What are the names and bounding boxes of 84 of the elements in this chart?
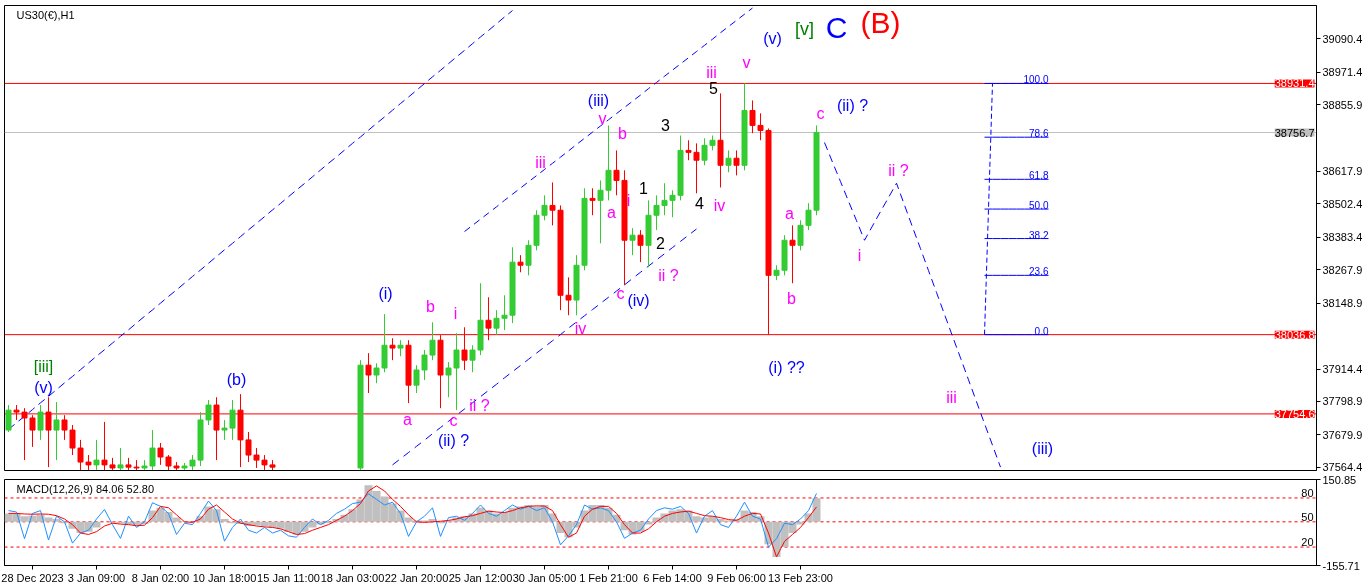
y-tick-label: 38502.4	[1322, 197, 1363, 210]
x-tick-label: 18 Jan 03:00	[320, 571, 385, 584]
series-label: 50.0	[1029, 200, 1049, 212]
annotation: (iii)	[1031, 440, 1054, 457]
annotation: iv	[574, 320, 587, 337]
annotation: (ii) ?	[437, 432, 470, 449]
x-tick-label: 9 Feb 06:00	[707, 571, 766, 584]
x-tick-label: 10 Jan 18:00	[192, 571, 257, 584]
annotation: 5	[709, 79, 719, 97]
annotation: iii	[535, 154, 546, 171]
annotation: 4	[695, 194, 705, 212]
y-tick-label: 39090.4	[1322, 32, 1363, 45]
series-label: 78.6	[1029, 128, 1049, 140]
chart-title: MACD(12,26,9) 84.06 52.80	[16, 482, 155, 495]
annotation: i	[453, 305, 458, 322]
y-tick-label: 38617.9	[1322, 165, 1363, 178]
annotation: i	[626, 192, 631, 209]
y-tick-label: 38383.4	[1322, 231, 1363, 244]
annotation: iii	[706, 64, 717, 81]
annotation: iii	[946, 389, 957, 406]
ref-line-label: 38931.4	[1274, 77, 1315, 90]
annotation: 80	[1301, 486, 1314, 499]
x-tick-label: 13 Feb 23:00	[768, 571, 833, 584]
series-label: 61.8	[1029, 170, 1049, 182]
ref-line-label: 37754.6	[1274, 407, 1315, 420]
annotation: (b)	[226, 371, 247, 388]
x-tick-label: 22 Jan 20:00	[384, 571, 449, 584]
series-label: 100.0	[1023, 74, 1049, 86]
x-tick-label: 8 Jan 02:00	[131, 571, 190, 584]
annotation: 2	[656, 234, 666, 252]
y-tick-label: 38855.9	[1322, 98, 1363, 111]
annotation: c	[449, 412, 458, 429]
annotation: (iii)	[587, 92, 610, 109]
annotation: (ii) ?	[836, 97, 869, 114]
annotation: 20	[1301, 536, 1314, 549]
y-tick-label: 150.85	[1322, 473, 1357, 486]
annotation: (B)	[860, 6, 901, 39]
annotation: v	[598, 110, 607, 127]
annotation: C	[825, 11, 848, 44]
y-tick-label: 38267.9	[1322, 263, 1363, 276]
annotation: (i) ??	[768, 359, 805, 376]
series-label: 38.2	[1029, 229, 1049, 241]
y-tick-label: 38971.4	[1322, 66, 1363, 79]
annotation: a	[403, 411, 413, 428]
annotation: c	[616, 285, 625, 302]
annotation: (iv)	[627, 292, 650, 309]
annotation: 1	[639, 179, 649, 197]
x-tick-label: 28 Dec 2023	[1, 571, 64, 584]
y-tick-label: 38148.9	[1322, 297, 1363, 310]
annotation: iv	[713, 197, 726, 214]
annotation: [iii]	[33, 358, 54, 375]
annotation: ii ?	[888, 162, 909, 179]
series-label: 0.0	[1034, 325, 1049, 337]
annotation: b	[426, 298, 436, 315]
annotation: b	[618, 125, 628, 142]
x-tick-label: 6 Feb 14:00	[643, 571, 702, 584]
annotation: ii ?	[469, 397, 490, 414]
x-tick-label: 1 Feb 21:00	[579, 571, 638, 584]
annotation: a	[607, 204, 617, 221]
y-tick-label: 37914.4	[1322, 363, 1363, 376]
ref-line-label: 38036.8	[1274, 328, 1315, 341]
annotation: 50	[1301, 510, 1314, 523]
annotation: ii ?	[658, 267, 679, 284]
y-tick-label: 37564.4	[1322, 461, 1363, 474]
x-tick-label: 25 Jan 12:00	[448, 571, 513, 584]
x-tick-label: 30 Jan 05:00	[512, 571, 577, 584]
x-tick-label: 15 Jan 11:00	[257, 571, 320, 584]
y-tick-label: 37798.9	[1322, 395, 1363, 408]
y-tick-label: 37679.9	[1322, 428, 1363, 441]
annotation: (v)	[34, 379, 53, 396]
chart-title: US30(€),H1	[16, 8, 75, 21]
annotation: v	[742, 54, 751, 71]
annotation: (v)	[763, 30, 782, 47]
annotation: a	[785, 205, 795, 222]
annotation: [v]	[795, 18, 815, 39]
annotation: c	[816, 105, 825, 122]
y-tick-label: -155.71	[1322, 559, 1360, 572]
annotation: b	[787, 290, 797, 307]
annotation: i	[857, 247, 862, 264]
annotation: 3	[661, 116, 671, 134]
series-label: 23.6	[1029, 266, 1049, 278]
annotation: (i)	[378, 285, 393, 302]
ref-line-label: 38756.7	[1274, 126, 1315, 139]
x-tick-label: 3 Jan 09:00	[67, 571, 126, 584]
